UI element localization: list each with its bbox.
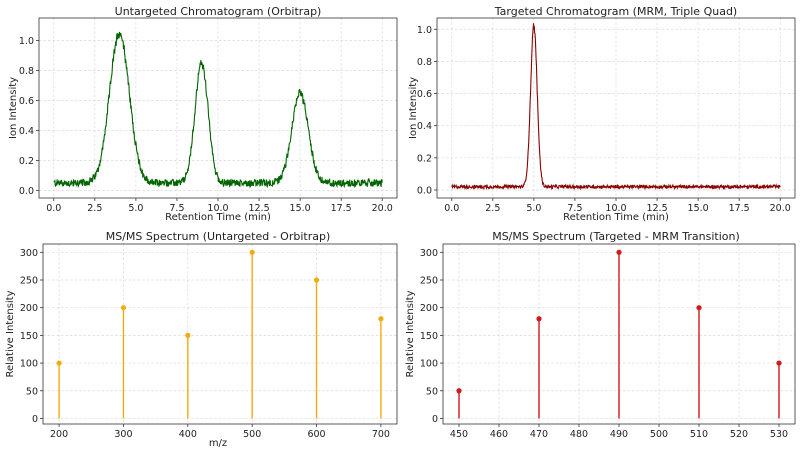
spectrum-peak-marker [120,305,127,311]
y-tick-label: 300 [420,248,438,259]
chart-targeted-msms: MS/MS Spectrum (Targeted - MRM Transitio… [405,230,796,440]
plot-frame [442,243,796,425]
y-tick-label: 200 [420,303,438,314]
y-tick-label: 150 [420,331,438,342]
y-axis-label: Relative Intensity [5,290,16,377]
plot-frame [38,17,398,199]
chart-title: Targeted Chromatogram (MRM, Triple Quad) [494,5,737,18]
y-axis-label: Ion Intensity [8,77,19,139]
y-tick-label: 0.2 [19,156,34,167]
x-tick-label: 0.0 [46,203,61,214]
spectrum-peak-marker [696,305,702,311]
y-tick-label: 0 [32,414,38,425]
y-tick-label: 0.4 [417,121,432,132]
y-tick-label: 100 [20,359,38,370]
y-tick-label: 0.8 [417,57,432,68]
x-tick-label: 460 [490,429,508,440]
x-tick-label: 2.5 [485,203,500,214]
x-tick-label: 17.5 [729,203,750,214]
y-tick-label: 250 [420,276,438,287]
spectrum-peak-marker [616,249,622,255]
plot-frame [42,243,398,425]
x-tick-label: 530 [770,429,788,440]
chart-untargeted-msms: MS/MS Spectrum (Untargeted - Orbitrap) m… [5,230,398,449]
x-tick-label: 7.5 [169,203,184,214]
spectrum-peak-marker [56,360,62,366]
x-tick-label: 300 [114,429,132,440]
y-axis-label: Ion Intensity [408,77,419,139]
chart-targeted-chromatogram: Targeted Chromatogram (MRM, Triple Quad)… [408,5,796,223]
x-tick-label: 490 [610,429,628,440]
y-tick-label: 50 [26,386,38,397]
y-tick-label: 300 [20,248,38,259]
plot-frame [436,17,796,199]
x-tick-label: 20.0 [770,203,791,214]
x-tick-label: 520 [730,429,748,440]
x-tick-label: 500 [243,429,261,440]
x-tick-label: 470 [530,429,548,440]
spectrum-peak-marker [249,249,255,255]
x-tick-label: 5.0 [128,203,143,214]
y-tick-label: 200 [20,303,38,314]
y-axis-label: Relative Intensity [405,290,416,377]
x-tick-label: 15.0 [290,203,311,214]
chromatogram-line [53,31,383,189]
y-tick-label: 1.0 [19,36,34,47]
x-tick-label: 510 [690,429,708,440]
x-axis-label: Retention Time (min) [563,212,669,223]
x-tick-label: 200 [50,429,68,440]
y-tick-label: 1.0 [417,25,432,36]
x-tick-label: 20.0 [372,203,393,214]
y-tick-label: 100 [420,359,438,370]
chart-title: MS/MS Spectrum (Untargeted - Orbitrap) [106,230,331,243]
y-tick-label: 0.0 [417,185,432,196]
x-tick-label: 7.5 [567,203,582,214]
spectrum-peak-marker [378,316,384,322]
y-tick-label: 50 [426,386,438,397]
y-tick-label: 150 [20,331,38,342]
y-tick-label: 0.2 [417,153,432,164]
y-tick-label: 0.4 [19,126,34,137]
x-tick-label: 10.0 [605,203,626,214]
x-tick-label: 0.0 [444,203,459,214]
spectrum-peak-marker [313,277,320,283]
y-tick-label: 0.0 [19,186,34,197]
x-tick-label: 500 [650,429,668,440]
chart-untargeted-chromatogram: Untargeted Chromatogram (Orbitrap) Reten… [8,5,398,223]
spectrum-peak-marker [185,332,191,338]
y-tick-label: 0.6 [417,89,432,100]
x-tick-label: 5.0 [526,203,541,214]
x-tick-label: 2.5 [87,203,102,214]
x-axis-label: Retention Time (min) [165,212,271,223]
chromatogram-line [451,23,781,191]
x-tick-label: 12.5 [248,203,269,214]
x-tick-label: 600 [307,429,325,440]
chart-title: Untargeted Chromatogram (Orbitrap) [115,5,322,18]
spectrum-peak-marker [536,316,542,322]
x-tick-label: 15.0 [688,203,709,214]
y-tick-label: 250 [20,276,38,287]
x-tick-label: 12.5 [646,203,667,214]
spectrum-peak-marker [456,388,462,394]
x-tick-label: 700 [372,429,390,440]
x-tick-label: 480 [570,429,588,440]
y-tick-label: 0.6 [19,96,34,107]
chart-title: MS/MS Spectrum (Targeted - MRM Transitio… [492,230,740,243]
x-tick-label: 17.5 [331,203,352,214]
x-axis-label: m/z [209,438,227,449]
y-tick-label: 0.8 [19,66,34,77]
x-tick-label: 450 [450,429,468,440]
x-tick-label: 400 [179,429,197,440]
spectrum-peak-marker [776,360,782,366]
x-tick-label: 10.0 [207,203,228,214]
y-tick-label: 0 [432,414,438,425]
